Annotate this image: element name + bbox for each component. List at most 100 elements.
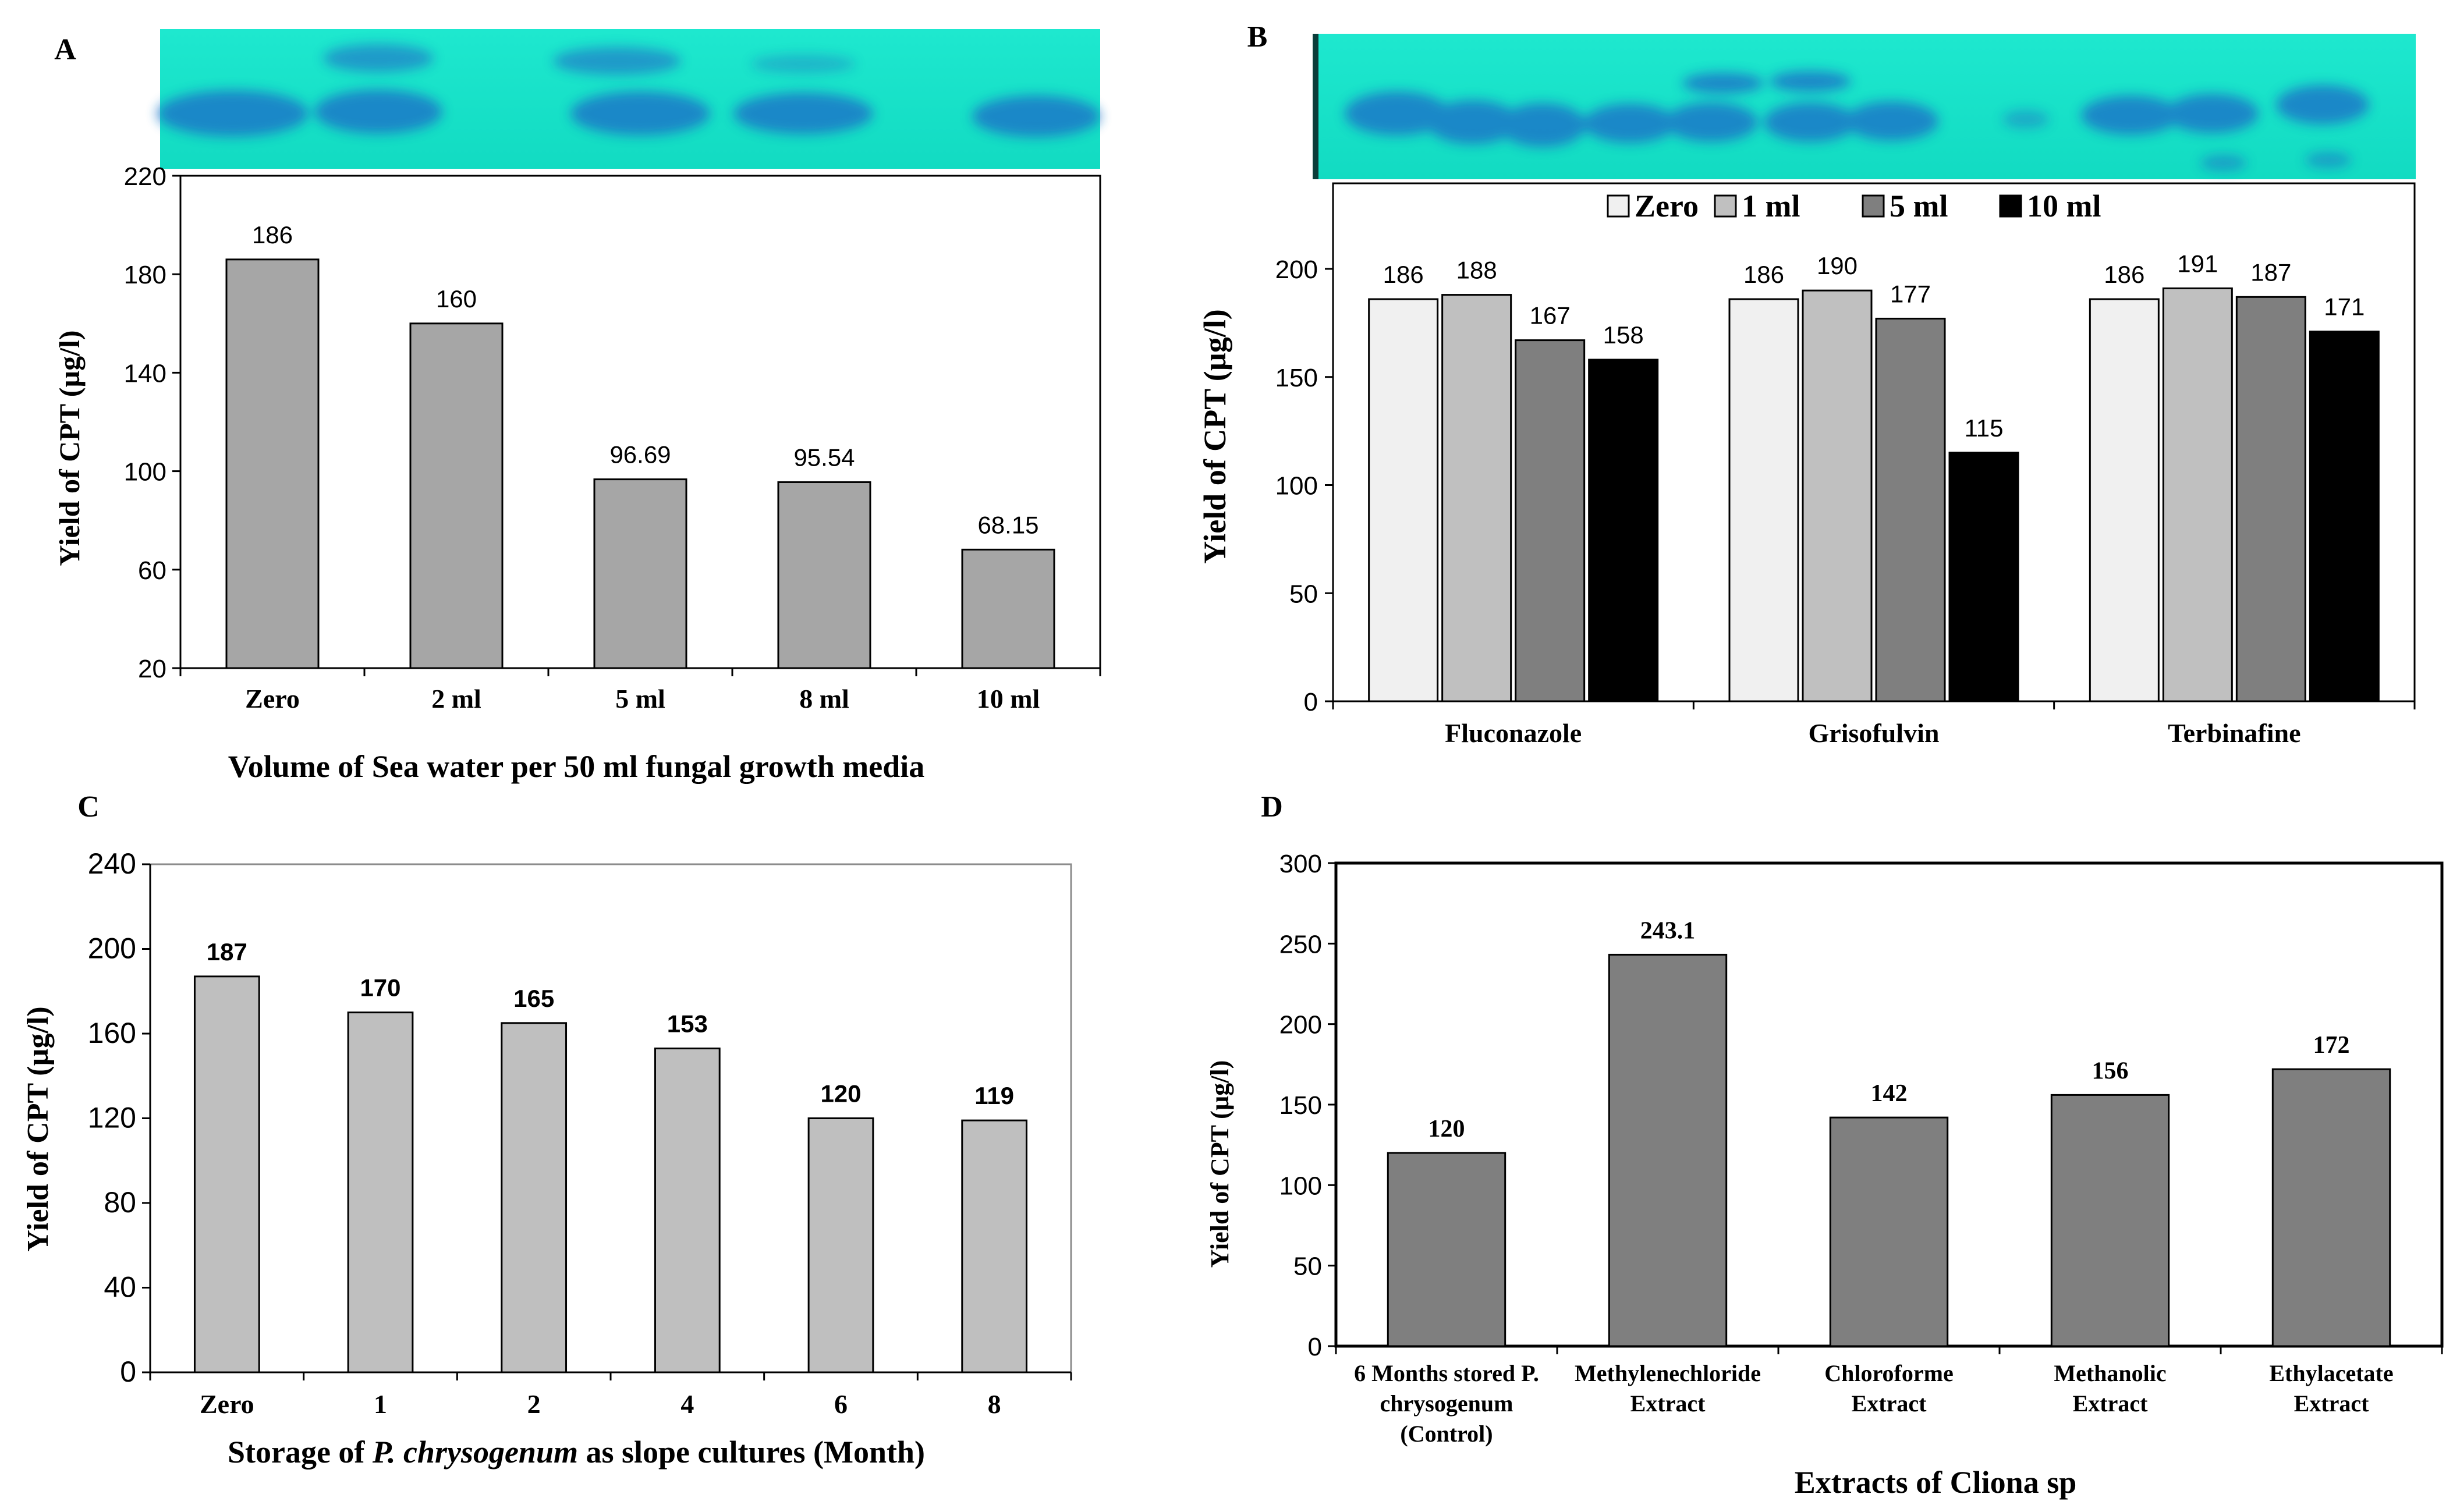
panel-c-y-tick-label: 0 xyxy=(120,1355,136,1388)
panel-b-legend-label: 10 ml xyxy=(2027,189,2101,223)
panel-b-bar-value-label: 186 xyxy=(2104,261,2144,288)
panel-c-x-category-label: 4 xyxy=(680,1389,694,1419)
panel-b-legend-item: 10 ml xyxy=(1999,189,2101,223)
panel-c-y-axis-label: Yield of CPT (µg/l) xyxy=(22,1006,55,1251)
panel-a-x-category-label: 5 ml xyxy=(615,684,665,714)
panel-b-y-tick-label: 50 xyxy=(1289,580,1318,608)
panel-a-bar-value-label: 186 xyxy=(252,221,293,249)
panel-c-y-tick-label: 80 xyxy=(104,1186,136,1219)
panel-a-y-tick-label: 140 xyxy=(124,359,166,388)
panel-d-bar-value-label: 120 xyxy=(1428,1116,1465,1142)
panel-d-letter: D xyxy=(1261,790,1283,824)
panel-a-bar xyxy=(409,322,504,669)
panel-b: B 0 50 100 150 200 186 188 167 xyxy=(1197,20,2416,748)
panel-a-bar xyxy=(961,548,1055,669)
panel-d-x-category-label: Ethylacetate xyxy=(2269,1360,2393,1386)
panel-b-bar xyxy=(2089,298,2160,702)
panel-d-y-tick-label: 50 xyxy=(1293,1252,1322,1281)
panel-d-bar-value-label: 172 xyxy=(2313,1032,2350,1059)
panel-d-bar xyxy=(2050,1094,2170,1347)
panel-b-bar xyxy=(1948,452,2019,702)
panel-b-legend-label: Zero xyxy=(1635,189,1699,223)
panel-b-legend-swatch xyxy=(1714,194,1737,218)
panel-c-x-category-label: 1 xyxy=(374,1389,387,1419)
panel-b-bar xyxy=(1368,298,1439,702)
panel-c-y-tick-label: 240 xyxy=(88,847,136,880)
panel-b-bar xyxy=(1875,317,1946,702)
panel-c-bar-value-label: 187 xyxy=(207,938,247,966)
panel-b-letter: B xyxy=(1247,20,1268,54)
panel-b-legend-item: Zero xyxy=(1607,189,1699,223)
panel-b-bar xyxy=(2162,287,2233,702)
panel-d-x-category-label: Extract xyxy=(2294,1390,2370,1417)
panel-d-y-tick-label: 100 xyxy=(1279,1172,1322,1200)
panel-b-y-axis-label: Yield of CPT (µg/l) xyxy=(1197,309,1232,564)
panel-c-y-tick-label: 200 xyxy=(88,932,136,965)
panel-b-bar-value-label: 190 xyxy=(1817,252,1858,279)
panel-b-bar xyxy=(1802,289,1873,702)
panel-d-bar xyxy=(2271,1068,2391,1347)
panel-b-x-category-label: Fluconazole xyxy=(1445,718,1582,748)
panel-c: C 0 40 80 120 160 200 240 187 Zero 170 1 165 2 153 4 12… xyxy=(22,790,1072,1470)
panel-c-letter: C xyxy=(77,790,100,824)
panel-d-x-category-label: Chloroforme xyxy=(1824,1360,1953,1386)
panel-b-bar-value-label: 186 xyxy=(1743,261,1784,288)
panel-d-x-category-label: Methylenechloride xyxy=(1575,1360,1761,1386)
panel-c-bar xyxy=(347,1011,414,1373)
panel-b-bar-value-label: 188 xyxy=(1456,257,1497,284)
panel-a-x-category-label: Zero xyxy=(245,684,300,714)
panel-a-bar xyxy=(593,478,687,669)
panel-a-x-axis-label: Volume of Sea water per 50 ml fungal gro… xyxy=(228,749,924,784)
panel-a-bar-value-label: 160 xyxy=(436,285,477,313)
panel-c-y-tick-label: 120 xyxy=(88,1102,136,1134)
panel-c-bar-value-label: 165 xyxy=(513,985,554,1012)
panel-c-bar xyxy=(807,1117,874,1373)
panel-c-plot-frame xyxy=(149,863,1072,1373)
panel-d-x-category-label: (Control) xyxy=(1400,1421,1493,1447)
panel-d-x-category-label: Extract xyxy=(1852,1390,1927,1417)
panel-b-bar xyxy=(2309,331,2380,702)
panel-a-y-tick-label: 180 xyxy=(124,261,166,289)
panel-b-legend-swatch xyxy=(1862,194,1885,218)
panel-a-x-category-label: 10 ml xyxy=(977,684,1040,714)
panel-b-bar xyxy=(2235,296,2306,702)
panel-b-bar xyxy=(1515,339,1586,702)
panel-d-y-tick-label: 300 xyxy=(1279,850,1322,878)
panel-c-x-category-label: 8 xyxy=(988,1389,1001,1419)
panel-d-x-category-label: chrysogenum xyxy=(1380,1390,1513,1417)
panel-a: A 20 60 100 140 180 220 186 Zero 160 2 ml 96.69 5 m… xyxy=(53,29,1101,784)
panel-b-y-tick-label: 100 xyxy=(1275,472,1318,501)
panel-a-x-category-label: 2 ml xyxy=(431,684,481,714)
panel-a-x-category-label: 8 ml xyxy=(799,684,849,714)
panel-b-legend-label: 5 ml xyxy=(1890,189,1948,223)
panel-d-y-axis-label: Yield of CPT (µg/l) xyxy=(1206,1060,1234,1268)
panel-c-x-axis-label-species: P. chrysogenum xyxy=(372,1435,578,1470)
panel-d-x-category-label: Methanolic xyxy=(2054,1360,2166,1386)
panel-c-bar xyxy=(961,1119,1028,1373)
panel-c-x-category-label: Zero xyxy=(200,1389,254,1419)
panel-a-bar-value-label: 96.69 xyxy=(609,441,671,468)
panel-c-x-category-label: 2 xyxy=(527,1389,541,1419)
panel-b-bar xyxy=(1588,359,1659,702)
panel-b-legend-label: 1 ml xyxy=(1742,189,1800,223)
panel-b-bar-value-label: 177 xyxy=(1890,280,1931,307)
panel-d-bar xyxy=(1387,1152,1506,1347)
panel-b-bar xyxy=(1728,298,1799,702)
panel-d-y-tick-label: 250 xyxy=(1279,930,1322,959)
panel-c-bar xyxy=(193,975,260,1373)
panel-c-x-category-label: 6 xyxy=(834,1389,848,1419)
panel-b-bar-value-label: 191 xyxy=(2177,250,2218,277)
panel-d: D 0 50 100 150 200 250 300 120 6 Months stored P… xyxy=(1206,790,2444,1500)
panel-a-bar-value-label: 95.54 xyxy=(793,443,855,471)
panel-a-y-tick-label: 100 xyxy=(124,458,166,487)
panel-b-bar-value-label: 167 xyxy=(1530,302,1571,329)
panel-b-bar-value-label: 171 xyxy=(2324,293,2365,321)
panel-c-bar-value-label: 119 xyxy=(974,1082,1014,1109)
panel-d-y-tick-label: 150 xyxy=(1279,1091,1322,1120)
panel-b-y-tick-label: 200 xyxy=(1275,255,1318,284)
panel-a-letter: A xyxy=(54,33,76,66)
panel-c-x-axis-label: Storage of P. chrysogenum as slope cultu… xyxy=(228,1435,925,1470)
panel-d-bar xyxy=(1608,953,1728,1347)
panel-b-bar xyxy=(1441,294,1512,702)
